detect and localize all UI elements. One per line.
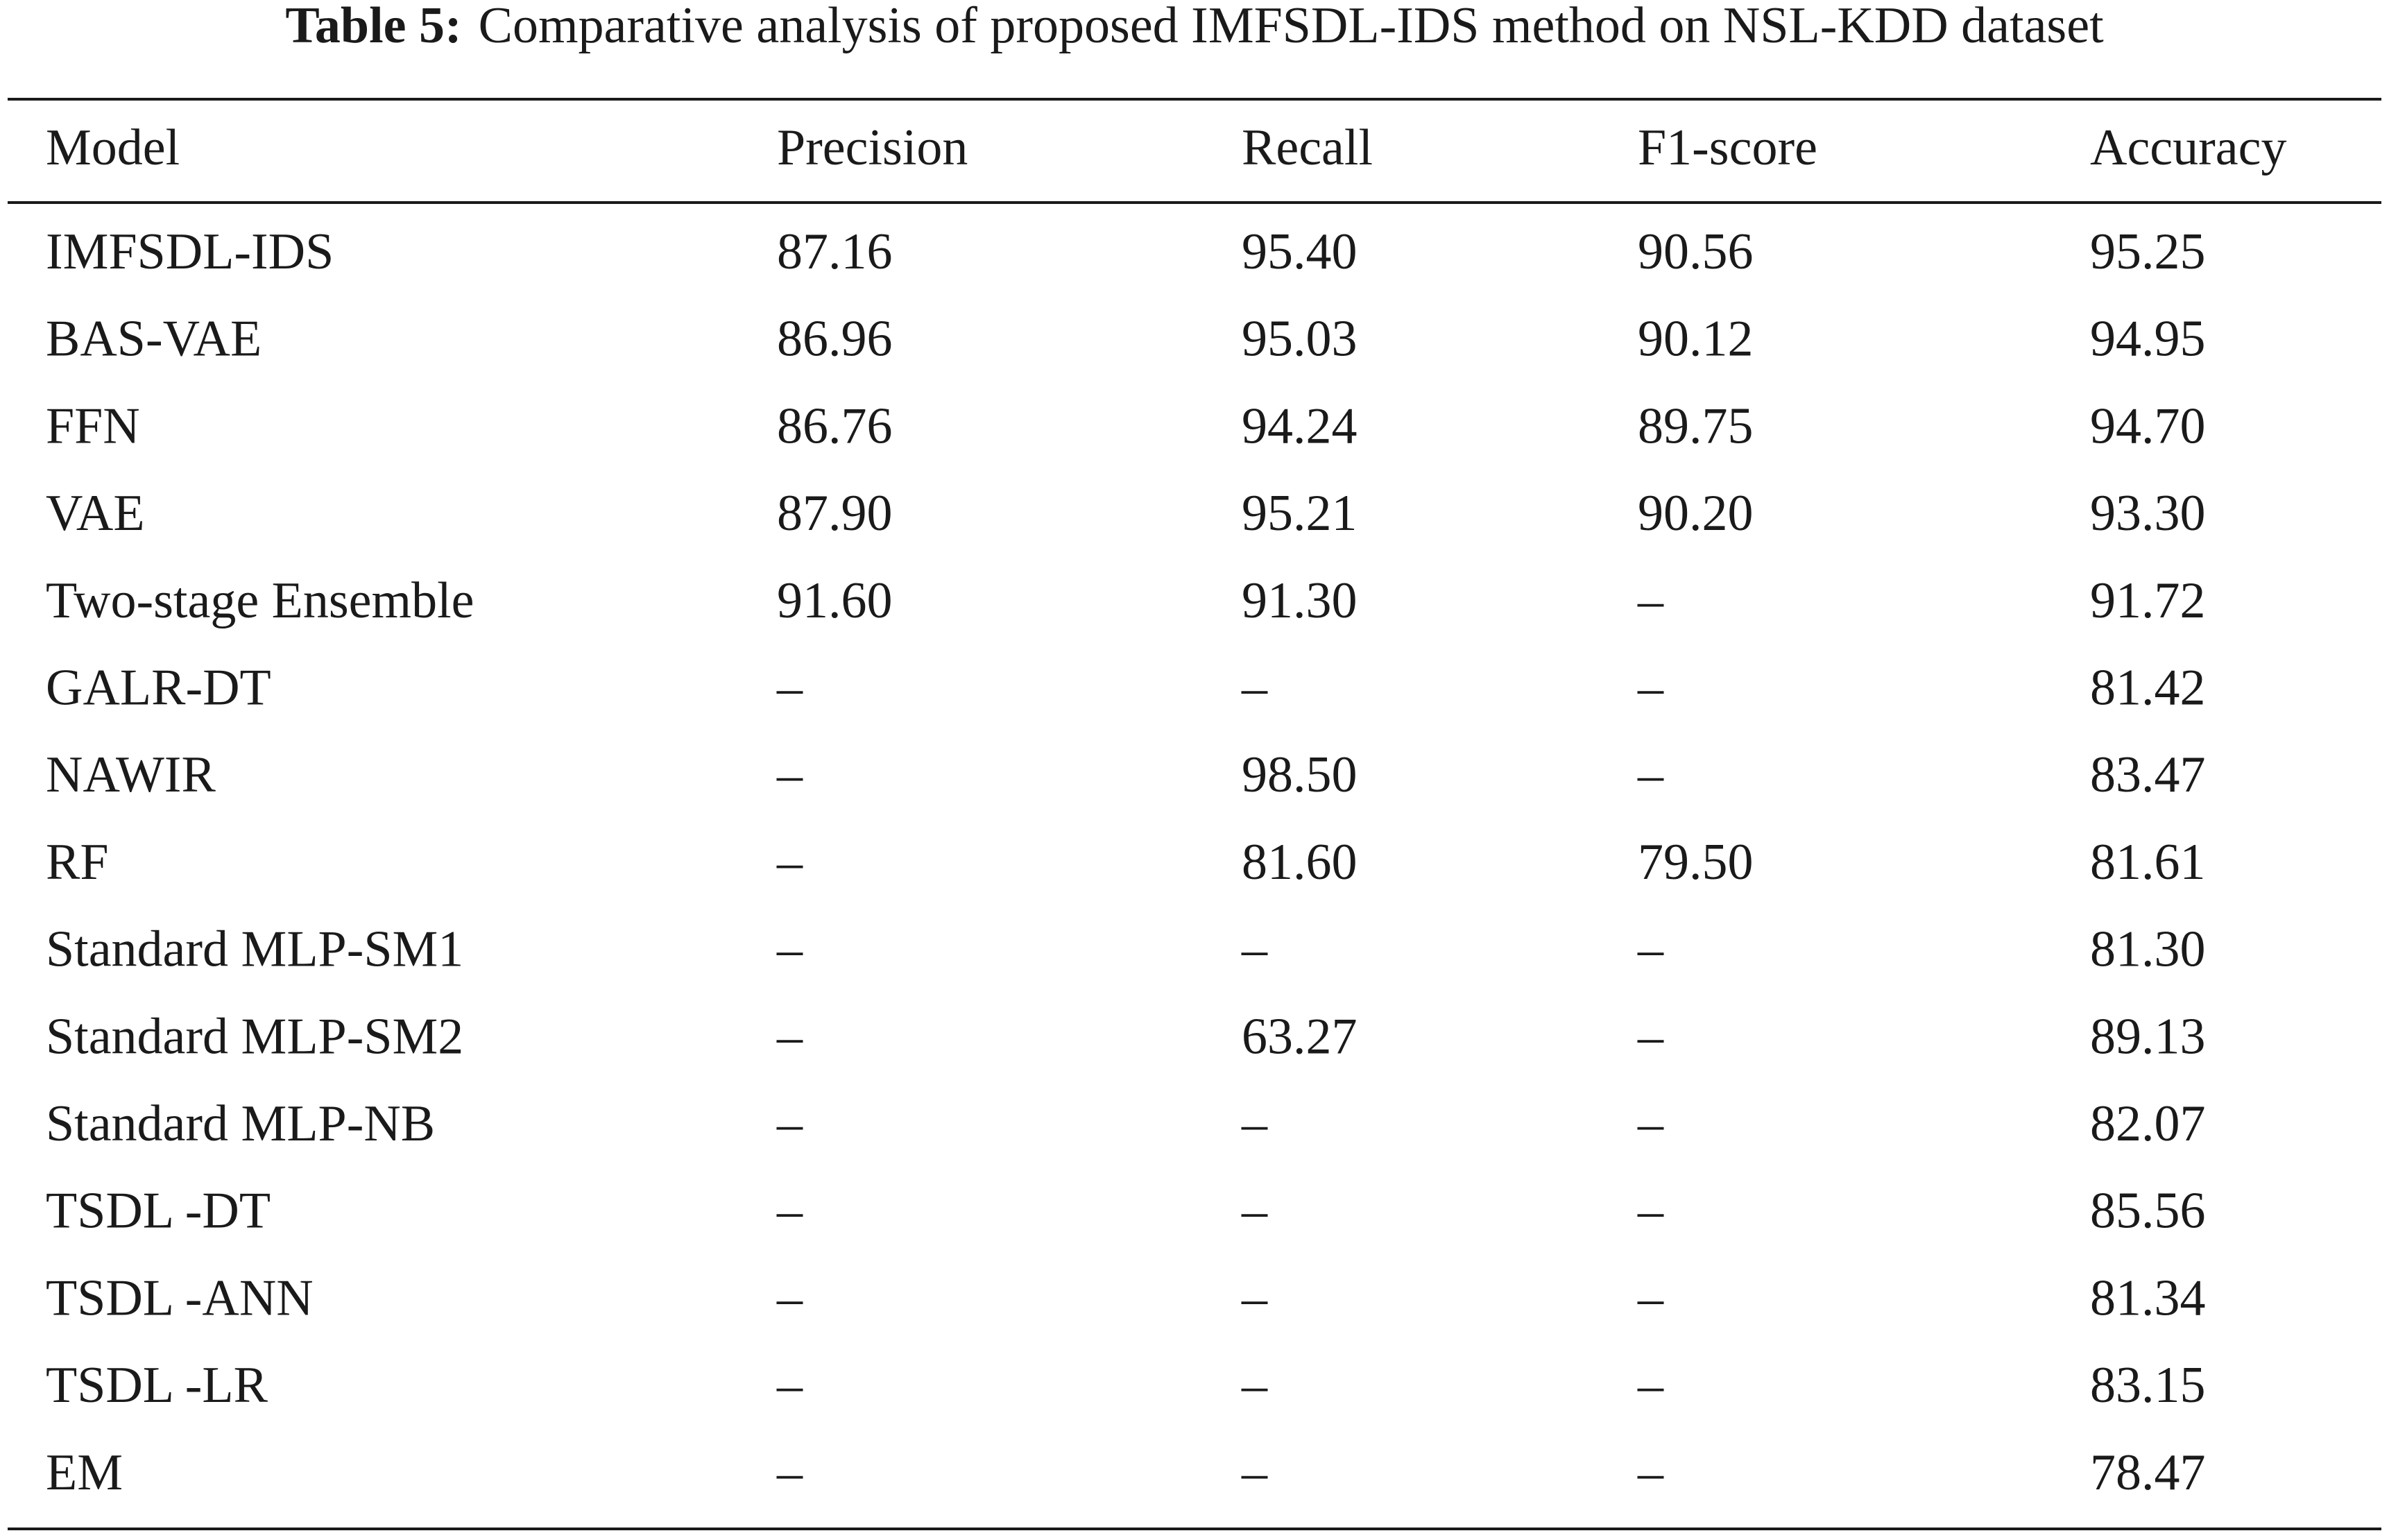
cell: – bbox=[1637, 659, 1664, 716]
header-cell: Model bbox=[46, 119, 180, 176]
cell: 87.16 bbox=[777, 223, 893, 280]
cell: 91.30 bbox=[1242, 572, 1358, 629]
model-name: Standard MLP-SM1 bbox=[46, 921, 463, 978]
caption: Table 5: Comparative analysis of proposed… bbox=[285, 0, 2104, 54]
cell: – bbox=[776, 659, 803, 716]
cell: 89.75 bbox=[1638, 397, 1754, 454]
header-cell: F1-score bbox=[1638, 119, 1817, 176]
cell: – bbox=[776, 1357, 803, 1414]
cell: 94.95 bbox=[2090, 311, 2206, 368]
header-cell: Accuracy bbox=[2090, 119, 2286, 176]
model-name: TSDL -DT bbox=[46, 1183, 271, 1240]
cell: 89.13 bbox=[2090, 1008, 2206, 1065]
cell: 98.50 bbox=[1242, 746, 1358, 803]
model-name: TSDL -LR bbox=[46, 1357, 268, 1414]
cell: 95.40 bbox=[1242, 223, 1358, 280]
model-name: FFN bbox=[46, 397, 140, 454]
cell: – bbox=[776, 1269, 803, 1326]
cell: – bbox=[776, 1183, 803, 1240]
cell: – bbox=[1637, 1008, 1664, 1065]
cell: – bbox=[1637, 1183, 1664, 1240]
cell: 95.25 bbox=[2090, 223, 2206, 280]
cell: 94.24 bbox=[1242, 397, 1358, 454]
header-cell: Precision bbox=[777, 119, 968, 176]
model-name: Standard MLP-SM2 bbox=[46, 1008, 463, 1065]
cell: 91.72 bbox=[2090, 572, 2206, 629]
model-name: Two-stage Ensemble bbox=[46, 572, 474, 629]
cell: 93.30 bbox=[2090, 485, 2206, 542]
cell: – bbox=[1637, 1357, 1664, 1414]
cell: 81.42 bbox=[2090, 659, 2206, 716]
cell: – bbox=[1241, 1183, 1268, 1240]
cell: – bbox=[1241, 1357, 1268, 1414]
cell: – bbox=[776, 921, 803, 978]
cell: – bbox=[1637, 1269, 1664, 1326]
cell: 81.30 bbox=[2090, 921, 2206, 978]
model-name: RF bbox=[46, 834, 109, 891]
cell: 81.60 bbox=[1242, 834, 1358, 891]
cell: 91.60 bbox=[777, 572, 893, 629]
model-name: GALR-DT bbox=[46, 659, 271, 716]
cell: 82.07 bbox=[2090, 1095, 2206, 1152]
cell: 90.20 bbox=[1638, 485, 1754, 542]
model-name: NAWIR bbox=[46, 746, 216, 803]
cell: – bbox=[1241, 659, 1268, 716]
cell: – bbox=[776, 1444, 803, 1501]
model-name: IMFSDL-IDS bbox=[46, 223, 334, 280]
cell: – bbox=[1637, 1095, 1664, 1152]
cell: – bbox=[776, 746, 803, 803]
cell: – bbox=[1637, 572, 1664, 629]
caption-text: Comparative analysis of proposed IMFSDL-… bbox=[479, 0, 2104, 54]
cell: 86.76 bbox=[777, 397, 893, 454]
model-name: VAE bbox=[46, 485, 145, 542]
cell: – bbox=[1241, 1269, 1268, 1326]
cell: – bbox=[1637, 1444, 1664, 1501]
header-cell: Recall bbox=[1242, 119, 1373, 176]
cell: – bbox=[776, 1008, 803, 1065]
cell: 83.15 bbox=[2090, 1357, 2206, 1414]
caption-label: Table 5: bbox=[285, 0, 461, 54]
cell: – bbox=[776, 834, 803, 891]
cell: 78.47 bbox=[2090, 1444, 2206, 1501]
cell: 83.47 bbox=[2090, 746, 2206, 803]
cell: – bbox=[1637, 746, 1664, 803]
model-name: BAS-VAE bbox=[46, 311, 262, 368]
model-name: Standard MLP-NB bbox=[46, 1095, 435, 1152]
cell: 95.21 bbox=[1242, 485, 1358, 542]
cell: 79.50 bbox=[1638, 834, 1754, 891]
cell: 94.70 bbox=[2090, 397, 2206, 454]
cell: – bbox=[776, 1095, 803, 1152]
cell: 85.56 bbox=[2090, 1183, 2206, 1240]
cell: – bbox=[1241, 1444, 1268, 1501]
cell: 87.90 bbox=[777, 485, 893, 542]
cell: 81.34 bbox=[2090, 1269, 2206, 1326]
cell: 86.96 bbox=[777, 311, 893, 368]
cell: – bbox=[1241, 1095, 1268, 1152]
model-name: EM bbox=[46, 1444, 123, 1501]
model-name: TSDL -ANN bbox=[46, 1269, 314, 1326]
cell: – bbox=[1637, 921, 1664, 978]
cell: 90.56 bbox=[1638, 223, 1754, 280]
cell: 81.61 bbox=[2090, 834, 2206, 891]
cell: 95.03 bbox=[1242, 311, 1358, 368]
cell: 90.12 bbox=[1638, 311, 1754, 368]
cell: 63.27 bbox=[1242, 1008, 1358, 1065]
cell: – bbox=[1241, 921, 1268, 978]
